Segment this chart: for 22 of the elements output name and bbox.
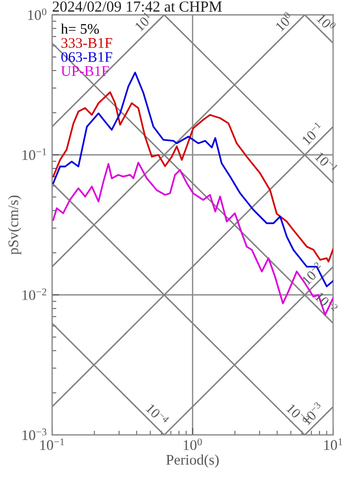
annotation: 10$^{−4}$ bbox=[146, 402, 170, 426]
y-tick-label: 10$^{−2}$ bbox=[22, 288, 46, 300]
text: 333-B1F bbox=[61, 38, 112, 48]
text: UP-B1F bbox=[61, 66, 109, 76]
y-tick-label: 10$^{−3}$ bbox=[22, 428, 46, 440]
y-axis-title: pSv(cm/s) bbox=[8, 196, 22, 255]
x-axis-title: Period(s) bbox=[166, 454, 219, 468]
annotation: 10$^{0}$ bbox=[316, 12, 336, 32]
x-tick-label: 10$^{0}$ bbox=[184, 438, 202, 450]
y-tick-label: 10$^{0}$ bbox=[28, 8, 46, 20]
annotation: 10$^{−1}$ bbox=[300, 122, 324, 146]
chart-title: 2024/02/09 17:42 at CHPM bbox=[52, 1, 222, 12]
annotation: 10$^{0}$ bbox=[274, 12, 294, 32]
series-label: 063-B1F bbox=[61, 52, 112, 62]
x-tick-label: 10$^{1}$ bbox=[324, 438, 342, 450]
annotation: 10$^{1}$ bbox=[133, 12, 154, 32]
legend-title: h= 5% bbox=[60, 24, 99, 34]
x-tick-label: 10$^{−1}$ bbox=[40, 438, 64, 450]
annotation: 10$^{−1}$ bbox=[314, 150, 338, 174]
annotation: 10$^{−2}$ bbox=[314, 290, 338, 314]
annotation: 10$^{−2}$ bbox=[300, 262, 324, 286]
y-tick-label: 10$^{−1}$ bbox=[22, 148, 46, 160]
